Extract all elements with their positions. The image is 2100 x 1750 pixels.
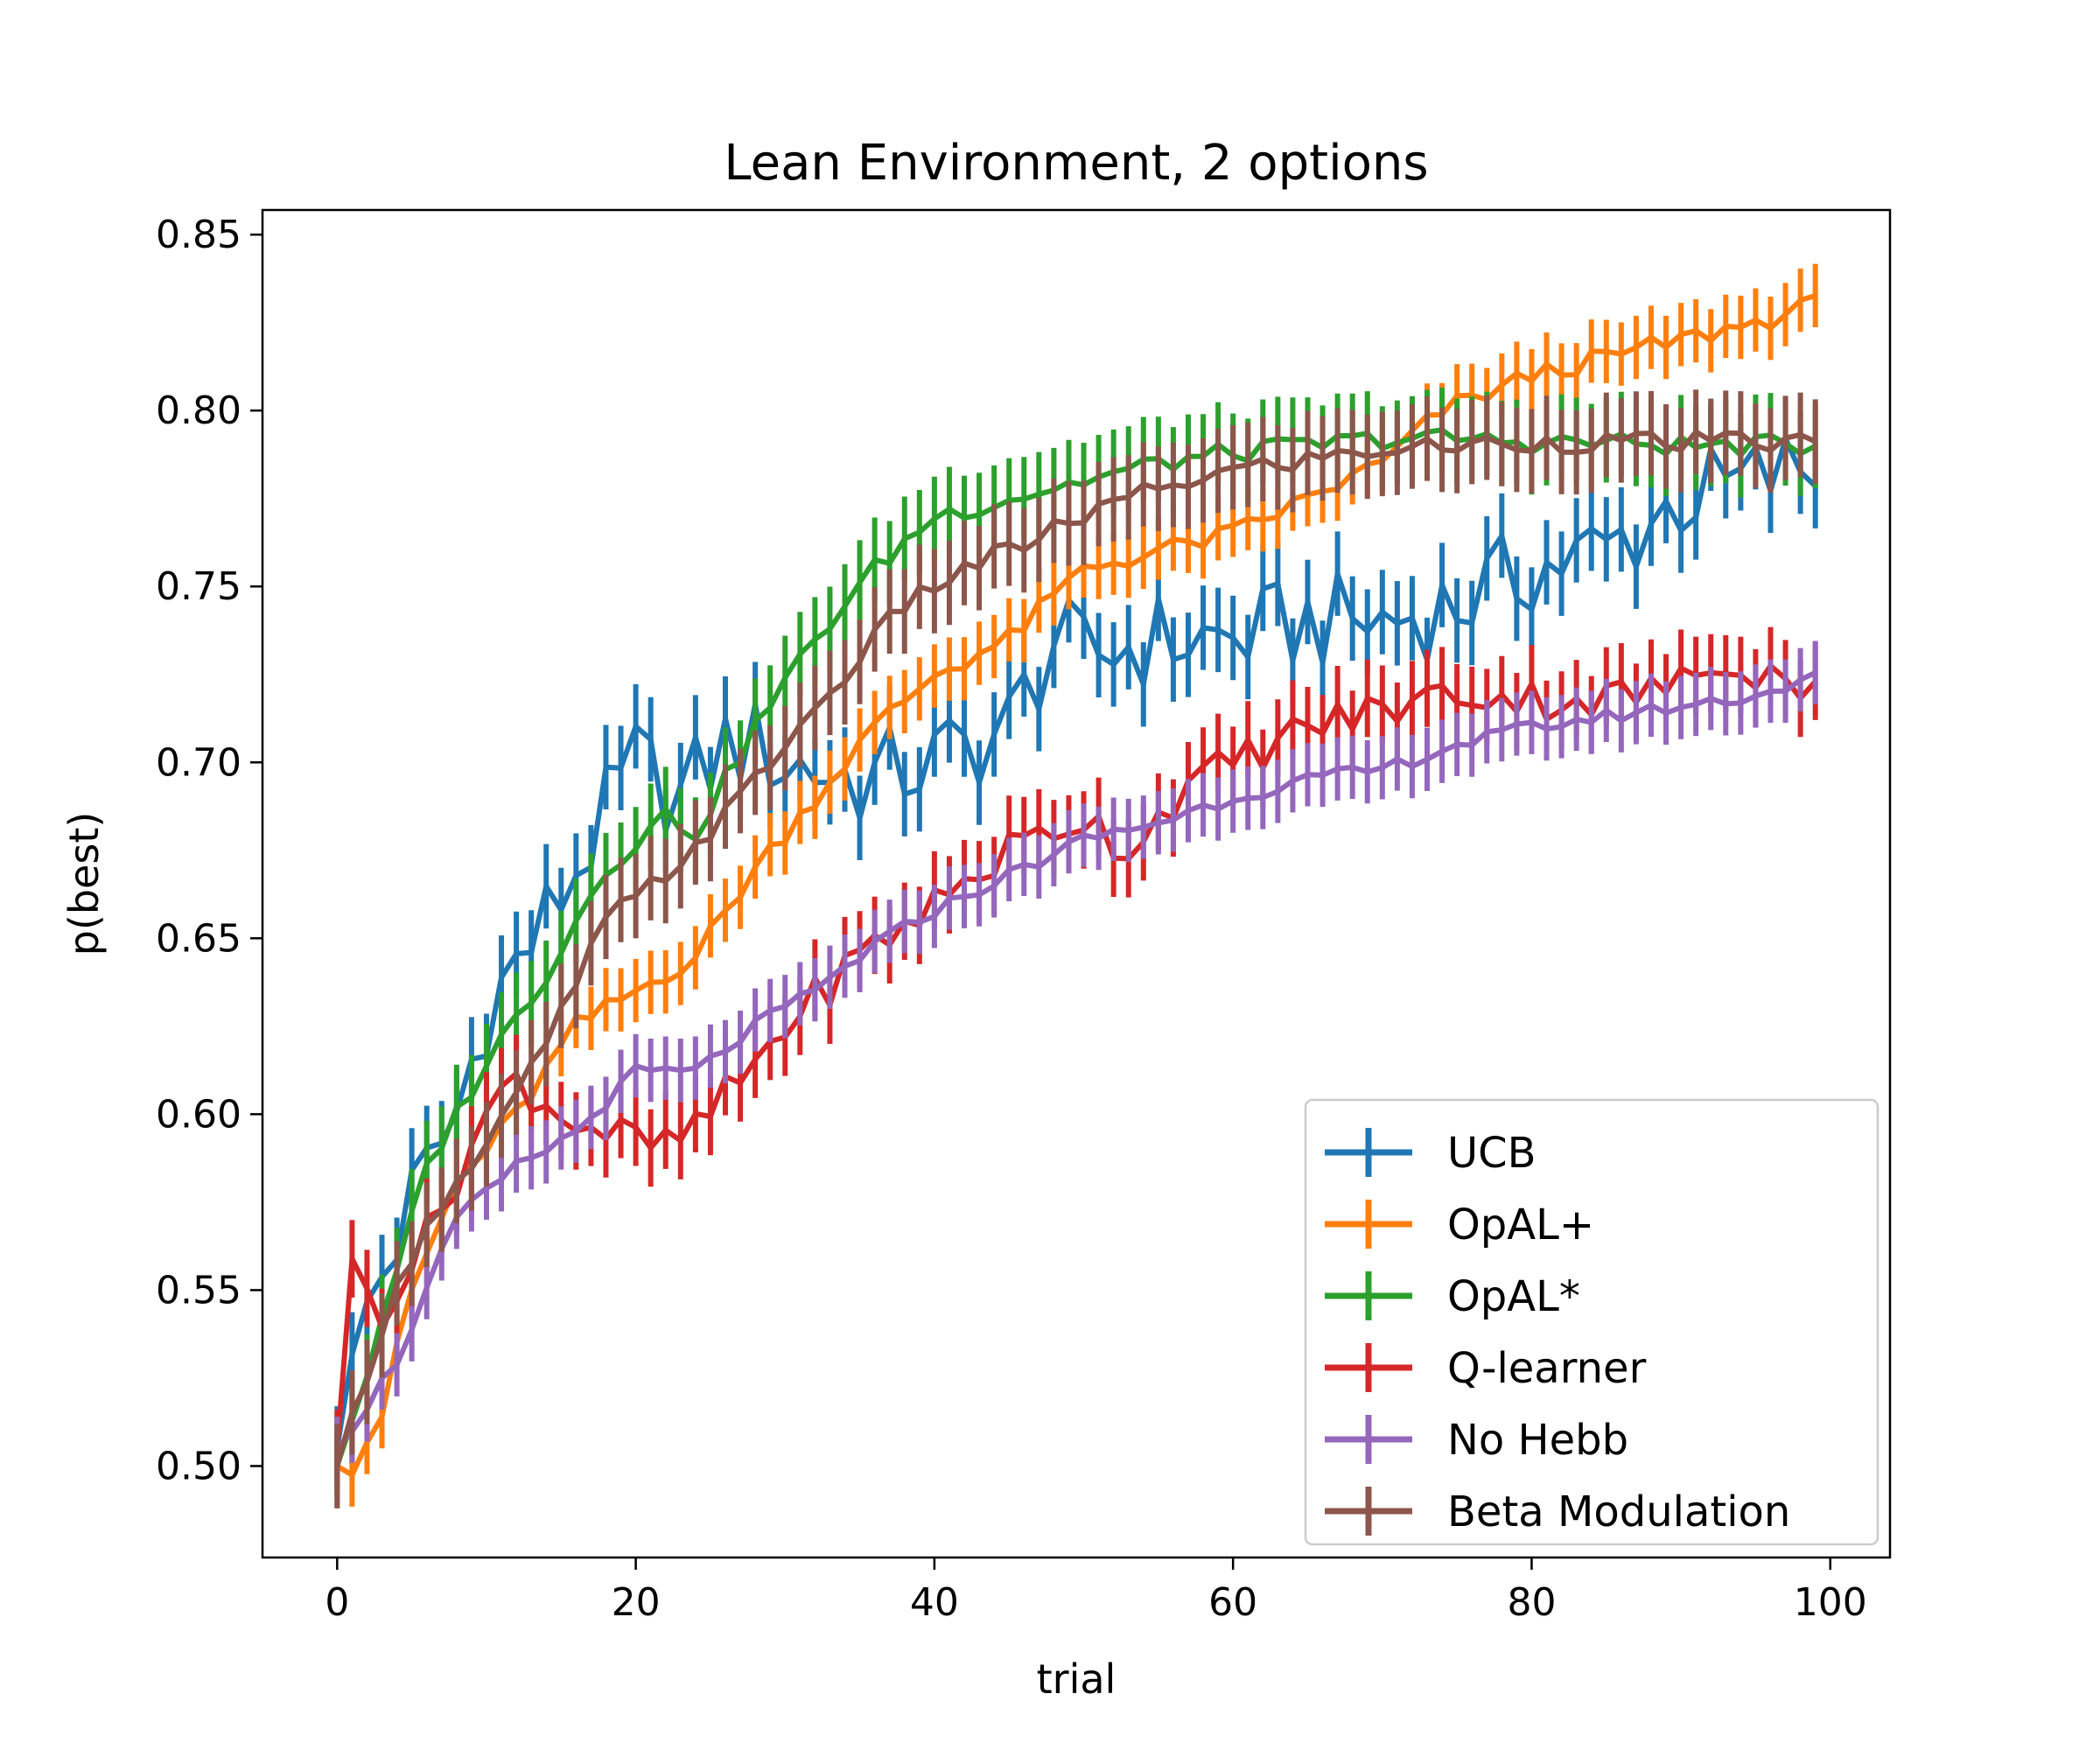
y-tick-label: 0.75	[156, 564, 242, 609]
x-axis-label: trial	[1037, 1656, 1116, 1703]
legend-label: UCB	[1447, 1129, 1536, 1178]
y-axis: 0.50 0.55 0.60 0.65 0.70 0.75 0.80 0.85	[156, 213, 262, 1488]
legend-item: OpAL+	[1325, 1200, 1594, 1250]
series-line	[334, 429, 1816, 1467]
series-line	[335, 293, 1816, 1478]
x-tick-label: 80	[1507, 1580, 1556, 1625]
y-tick-label: 0.65	[156, 916, 242, 961]
series-line	[334, 427, 1817, 1467]
legend-label: No Hebb	[1447, 1416, 1628, 1465]
x-tick-label: 100	[1794, 1580, 1867, 1625]
y-axis-label: p(best)	[60, 812, 108, 956]
legend-label: Beta Modulation	[1447, 1488, 1790, 1536]
legend-item: UCB	[1325, 1128, 1536, 1178]
legend-item: Beta Modulation	[1325, 1487, 1790, 1536]
series-line	[334, 662, 1817, 1449]
legend: UCB OpAL+ OpAL* Q-learner No Hebb Beta Modula…	[1304, 1098, 1880, 1546]
legend-label: OpAL*	[1447, 1272, 1580, 1321]
x-tick-label: 20	[612, 1580, 661, 1625]
x-tick-label: 40	[910, 1580, 959, 1625]
y-tick-label: 0.80	[156, 388, 242, 433]
legend-box	[1304, 1098, 1880, 1546]
series-layer	[334, 263, 1818, 1508]
series-line	[334, 436, 1817, 1449]
plot-frame	[261, 208, 1892, 1559]
x-axis: 0 20 40 60 80 100	[325, 1558, 1867, 1625]
chart-title: Lean Environment, 2 options	[724, 135, 1428, 192]
legend-item: OpAL*	[1325, 1271, 1580, 1321]
y-tick-label: 0.70	[156, 740, 242, 785]
legend-item: Q-learner	[1325, 1343, 1647, 1393]
x-tick-label: 0	[325, 1580, 349, 1625]
series-beta-modulation	[334, 389, 1818, 1508]
y-tick-label: 0.60	[156, 1092, 242, 1137]
x-tick-label: 60	[1208, 1580, 1257, 1625]
legend-label: Q-learner	[1447, 1344, 1647, 1393]
y-tick-label: 0.85	[156, 213, 242, 257]
series-line	[335, 669, 1816, 1451]
legend-item: No Hebb	[1325, 1415, 1628, 1465]
y-tick-label: 0.55	[156, 1268, 242, 1312]
legend-label: OpAL+	[1447, 1200, 1594, 1250]
y-tick-label: 0.50	[156, 1444, 242, 1488]
